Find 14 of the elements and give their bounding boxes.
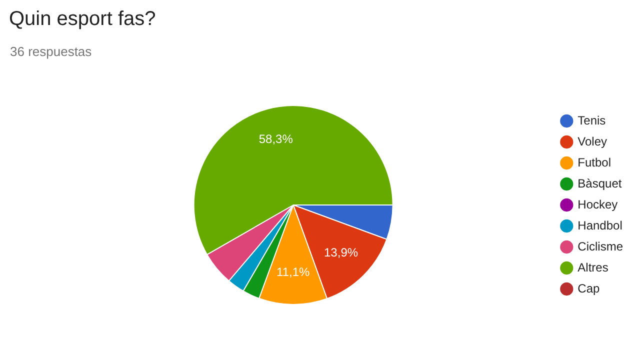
legend-label: Ciclisme [578, 239, 624, 254]
legend-label: Futbol [578, 155, 612, 170]
data-label: 58,3% [258, 132, 294, 146]
data-label: 13,9% [324, 245, 358, 260]
text: 36 respuestas [10, 44, 92, 59]
legend-label: Tenis [578, 113, 606, 128]
legend-label: Altres [578, 260, 608, 274]
data-label: 11,1% [276, 264, 310, 279]
legend-label: Bàsquet [578, 176, 622, 190]
legend-label: Hockey [578, 197, 618, 212]
legend-label: Cap [578, 281, 600, 296]
legend-label: Handbol [578, 218, 622, 232]
chart-title: Quin esport fas? [9, 8, 156, 31]
legend-label: Voley [578, 134, 608, 148]
